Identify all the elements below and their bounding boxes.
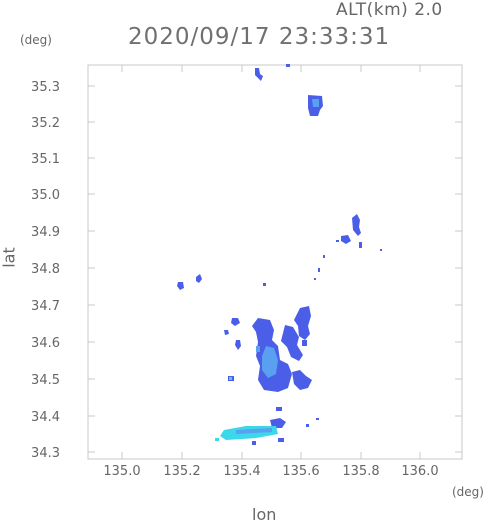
datetime-label: 2020/09/17 23:33:31 [128,24,391,50]
y-tick-label: 34.8 [31,262,60,277]
radar-echoes [177,64,382,445]
plot-frame [87,64,463,460]
y-ticks [88,85,462,453]
echo-cell [316,418,319,420]
echo-cell [380,249,382,251]
echo-cell [224,330,229,335]
y-tick-label: 35.2 [31,116,60,131]
echo-cell [263,283,266,286]
echo-cell [231,318,240,326]
echo-cell [196,274,202,283]
echo-cell [341,235,351,244]
echo-cell [177,282,184,290]
echo-core [229,377,232,380]
echo-cell [278,438,284,442]
echo-cell [302,340,307,346]
x-axis-unit: (deg) [452,485,484,499]
echo-cell [281,325,303,361]
x-tick-label: 135.8 [342,464,379,479]
x-axis-title: lon [252,505,277,524]
echo-cell [292,370,312,390]
y-tick-label: 35.0 [31,188,60,203]
x-ticks [121,65,421,459]
y-tick-label: 34.5 [31,373,60,388]
echo-cell [294,306,311,340]
echo-cell [306,424,309,427]
echo-core [262,346,278,378]
y-axis-unit: (deg) [20,33,52,47]
y-tick-label: 34.7 [31,299,60,314]
echo-core [256,346,260,352]
x-tick-label: 135.4 [223,464,260,479]
echo-cell [336,240,339,242]
y-tick-label: 34.3 [31,446,60,461]
echo-band-core [236,428,272,434]
echo-cell [270,418,286,428]
altitude-label: ALT(km) 2.0 [336,0,443,20]
echo-core [312,99,319,107]
echo-cell [235,340,241,350]
y-tick-label: 35.1 [31,152,60,167]
echo-cell [359,242,362,248]
echo-cell [215,438,219,441]
echo-cell [252,441,256,445]
echo-cell [318,268,320,272]
y-tick-label: 34.6 [31,336,60,351]
y-tick-label: 34.9 [31,225,60,240]
y-tick-labels: 35.3 35.2 35.1 35.0 34.9 34.8 34.7 34.6 … [31,80,60,461]
x-tick-label: 136.0 [401,464,438,479]
x-tick-label: 135.0 [103,464,140,479]
x-tick-label: 135.2 [163,464,200,479]
echo-cell [255,68,263,81]
x-tick-label: 135.6 [282,464,319,479]
echo-cell [314,278,316,280]
echo-cell [323,255,325,258]
echo-cell [286,64,290,67]
y-tick-label: 34.4 [31,410,60,425]
echo-cell [352,214,361,236]
y-tick-label: 35.3 [31,80,60,95]
x-tick-labels: 135.0 135.2 135.4 135.6 135.8 136.0 [103,464,438,479]
echo-cell [276,407,282,411]
